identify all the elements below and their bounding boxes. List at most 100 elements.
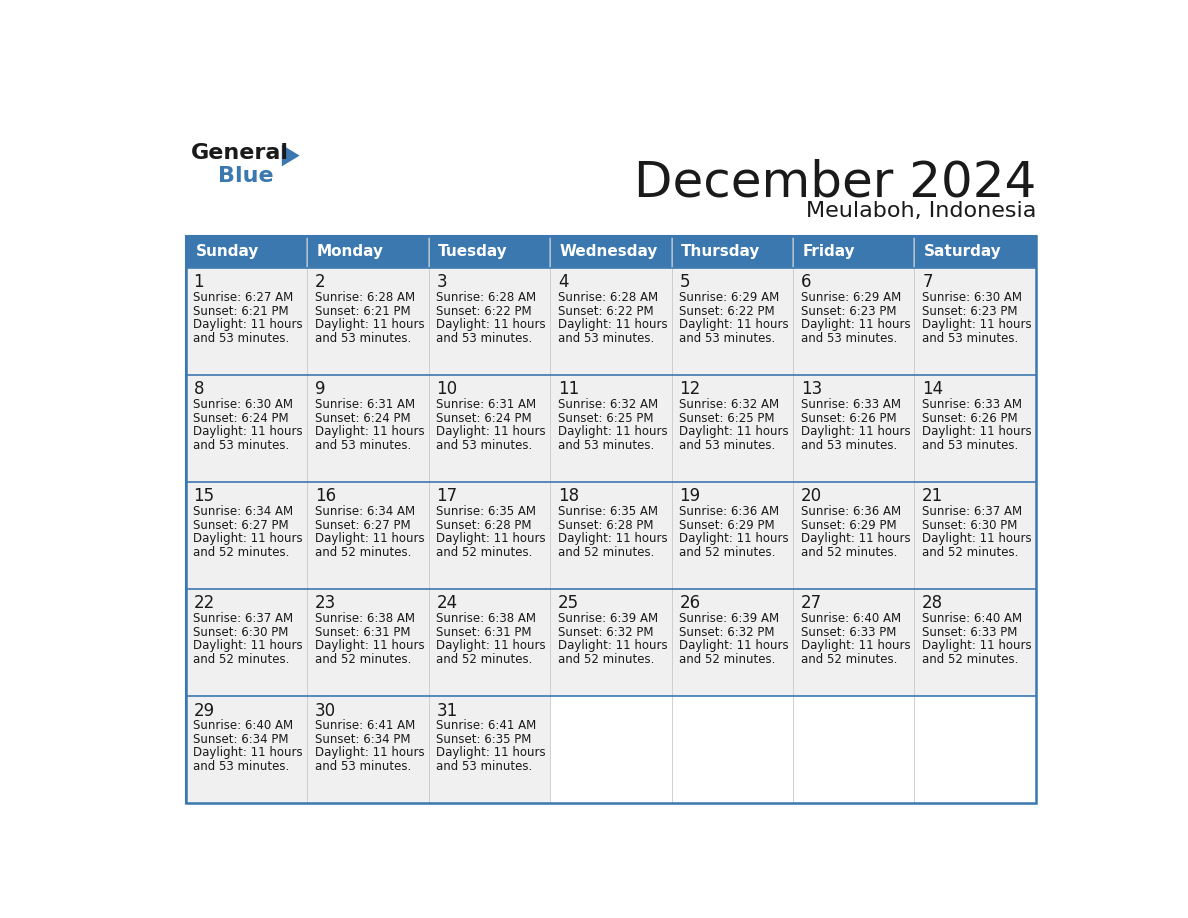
Text: Daylight: 11 hours: Daylight: 11 hours xyxy=(194,639,303,652)
Text: 3: 3 xyxy=(436,274,447,291)
Text: and 53 minutes.: and 53 minutes. xyxy=(922,439,1018,452)
Text: Sunrise: 6:33 AM: Sunrise: 6:33 AM xyxy=(801,398,901,411)
Text: Sunset: 6:22 PM: Sunset: 6:22 PM xyxy=(436,305,532,318)
Text: 11: 11 xyxy=(558,380,579,398)
Text: and 52 minutes.: and 52 minutes. xyxy=(315,653,411,666)
Text: Daylight: 11 hours: Daylight: 11 hours xyxy=(558,532,668,545)
Text: and 52 minutes.: and 52 minutes. xyxy=(922,653,1018,666)
Text: Daylight: 11 hours: Daylight: 11 hours xyxy=(558,639,668,652)
Bar xyxy=(550,696,671,803)
Bar xyxy=(185,482,308,589)
Bar xyxy=(671,482,792,589)
Text: Sunrise: 6:36 AM: Sunrise: 6:36 AM xyxy=(801,505,901,518)
Bar xyxy=(792,236,915,268)
Text: Sunset: 6:28 PM: Sunset: 6:28 PM xyxy=(558,519,653,532)
Text: Sunrise: 6:39 AM: Sunrise: 6:39 AM xyxy=(680,612,779,625)
Text: Wednesday: Wednesday xyxy=(560,244,658,260)
Text: Daylight: 11 hours: Daylight: 11 hours xyxy=(315,746,424,759)
Bar xyxy=(308,482,429,589)
Text: Sunrise: 6:40 AM: Sunrise: 6:40 AM xyxy=(801,612,901,625)
Bar xyxy=(308,236,429,268)
Text: and 53 minutes.: and 53 minutes. xyxy=(315,331,411,344)
Text: 24: 24 xyxy=(436,595,457,612)
Text: and 53 minutes.: and 53 minutes. xyxy=(922,331,1018,344)
Bar xyxy=(550,482,671,589)
Text: Sunrise: 6:41 AM: Sunrise: 6:41 AM xyxy=(315,719,415,733)
Text: and 53 minutes.: and 53 minutes. xyxy=(194,331,290,344)
Text: and 52 minutes.: and 52 minutes. xyxy=(558,653,655,666)
Text: Blue: Blue xyxy=(219,166,274,186)
Text: Daylight: 11 hours: Daylight: 11 hours xyxy=(315,318,424,331)
Text: Sunrise: 6:30 AM: Sunrise: 6:30 AM xyxy=(922,291,1022,304)
Text: Daylight: 11 hours: Daylight: 11 hours xyxy=(194,425,303,438)
Text: and 53 minutes.: and 53 minutes. xyxy=(315,760,411,773)
Text: Thursday: Thursday xyxy=(681,244,760,260)
Text: 2: 2 xyxy=(315,274,326,291)
Text: Sunset: 6:33 PM: Sunset: 6:33 PM xyxy=(922,626,1018,639)
Text: Sunrise: 6:41 AM: Sunrise: 6:41 AM xyxy=(436,719,537,733)
Text: 31: 31 xyxy=(436,701,457,720)
Text: and 52 minutes.: and 52 minutes. xyxy=(436,653,532,666)
Text: Sunset: 6:32 PM: Sunset: 6:32 PM xyxy=(680,626,775,639)
Text: Tuesday: Tuesday xyxy=(438,244,508,260)
Text: 26: 26 xyxy=(680,595,701,612)
Text: 8: 8 xyxy=(194,380,204,398)
Bar xyxy=(671,268,792,375)
Text: Sunrise: 6:39 AM: Sunrise: 6:39 AM xyxy=(558,612,658,625)
Text: and 53 minutes.: and 53 minutes. xyxy=(436,439,532,452)
Bar xyxy=(429,482,550,589)
Text: Sunset: 6:35 PM: Sunset: 6:35 PM xyxy=(436,733,532,745)
Text: and 53 minutes.: and 53 minutes. xyxy=(194,439,290,452)
Text: and 52 minutes.: and 52 minutes. xyxy=(315,545,411,558)
Text: and 53 minutes.: and 53 minutes. xyxy=(436,760,532,773)
Text: Sunrise: 6:34 AM: Sunrise: 6:34 AM xyxy=(194,505,293,518)
Text: General: General xyxy=(191,143,289,163)
Bar xyxy=(185,696,308,803)
Bar xyxy=(185,236,308,268)
Bar xyxy=(792,696,915,803)
Text: 16: 16 xyxy=(315,487,336,506)
Bar xyxy=(792,375,915,482)
Text: Sunrise: 6:31 AM: Sunrise: 6:31 AM xyxy=(436,398,537,411)
Text: and 52 minutes.: and 52 minutes. xyxy=(922,545,1018,558)
Text: Sunrise: 6:32 AM: Sunrise: 6:32 AM xyxy=(680,398,779,411)
Text: Daylight: 11 hours: Daylight: 11 hours xyxy=(922,532,1032,545)
Bar xyxy=(550,696,671,803)
Text: Sunrise: 6:30 AM: Sunrise: 6:30 AM xyxy=(194,398,293,411)
Bar xyxy=(915,236,1036,268)
Text: Sunset: 6:31 PM: Sunset: 6:31 PM xyxy=(315,626,410,639)
Bar xyxy=(429,696,550,803)
Text: Daylight: 11 hours: Daylight: 11 hours xyxy=(680,532,789,545)
Text: and 52 minutes.: and 52 minutes. xyxy=(436,545,532,558)
Bar xyxy=(792,696,915,803)
Bar xyxy=(671,696,792,803)
Text: Sunset: 6:26 PM: Sunset: 6:26 PM xyxy=(801,411,896,425)
Bar xyxy=(550,375,671,482)
Text: Daylight: 11 hours: Daylight: 11 hours xyxy=(194,532,303,545)
Text: Sunset: 6:34 PM: Sunset: 6:34 PM xyxy=(194,733,289,745)
Bar xyxy=(671,589,792,696)
Text: Daylight: 11 hours: Daylight: 11 hours xyxy=(680,425,789,438)
Text: Sunset: 6:27 PM: Sunset: 6:27 PM xyxy=(194,519,289,532)
Text: Sunset: 6:30 PM: Sunset: 6:30 PM xyxy=(922,519,1018,532)
Text: Sunrise: 6:40 AM: Sunrise: 6:40 AM xyxy=(194,719,293,733)
Text: Sunset: 6:33 PM: Sunset: 6:33 PM xyxy=(801,626,896,639)
Bar xyxy=(429,589,550,696)
Text: Sunrise: 6:40 AM: Sunrise: 6:40 AM xyxy=(922,612,1023,625)
Text: Sunrise: 6:37 AM: Sunrise: 6:37 AM xyxy=(194,612,293,625)
Text: 9: 9 xyxy=(315,380,326,398)
Bar xyxy=(671,375,792,482)
Text: Daylight: 11 hours: Daylight: 11 hours xyxy=(315,639,424,652)
Text: Sunrise: 6:35 AM: Sunrise: 6:35 AM xyxy=(558,505,658,518)
Text: 23: 23 xyxy=(315,595,336,612)
Text: Daylight: 11 hours: Daylight: 11 hours xyxy=(436,532,546,545)
Text: Sunset: 6:27 PM: Sunset: 6:27 PM xyxy=(315,519,411,532)
Bar xyxy=(185,375,308,482)
Text: Sunset: 6:24 PM: Sunset: 6:24 PM xyxy=(436,411,532,425)
Text: Daylight: 11 hours: Daylight: 11 hours xyxy=(680,639,789,652)
Bar xyxy=(550,236,671,268)
Text: 17: 17 xyxy=(436,487,457,506)
Text: Sunset: 6:23 PM: Sunset: 6:23 PM xyxy=(801,305,896,318)
Text: and 52 minutes.: and 52 minutes. xyxy=(680,653,776,666)
Text: Friday: Friday xyxy=(803,244,855,260)
